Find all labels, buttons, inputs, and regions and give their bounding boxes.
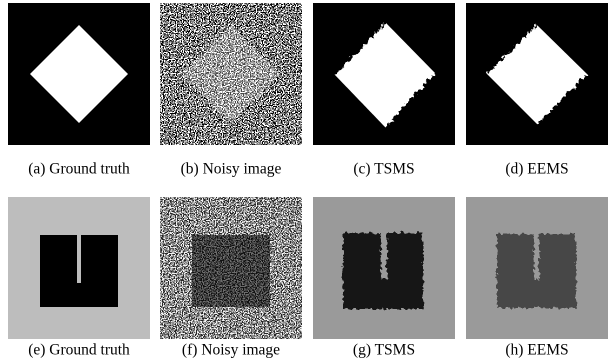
caption: (e) Ground truth (28, 342, 130, 359)
panel-c (313, 3, 455, 145)
figure: (a) Ground truth (b) Noisy image (c) TSM… (0, 0, 608, 362)
caption: (h) EEMS (505, 342, 568, 359)
caption: (g) TSMS (353, 342, 415, 359)
panel-a (8, 3, 150, 145)
caption: (b) Noisy image (181, 161, 282, 178)
page: {"figure": {"panels": [ {"caption": "(a)… (0, 0, 608, 362)
panel-h (466, 197, 608, 339)
caption: (f) Noisy image (182, 342, 280, 359)
panel-e (8, 197, 150, 339)
caption: (d) EEMS (505, 161, 568, 178)
panel-f (160, 197, 302, 339)
panel-d (466, 3, 608, 145)
caption: (c) TSMS (353, 161, 414, 178)
caption: (a) Ground truth (28, 161, 130, 178)
panel-g (313, 197, 455, 339)
panel-b (160, 3, 302, 145)
